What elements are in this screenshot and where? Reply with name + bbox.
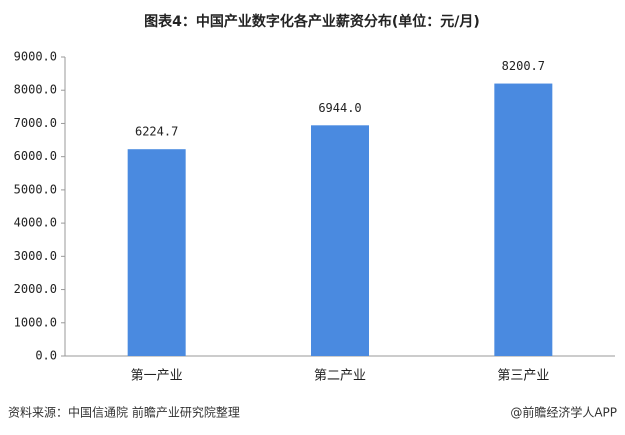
chart-title: 图表4：中国产业数字化各产业薪资分布(单位：元/月)	[144, 13, 480, 30]
y-tick-label: 9000.0	[14, 50, 57, 64]
y-tick-label: 5000.0	[14, 182, 57, 196]
bar	[311, 125, 369, 356]
y-tick-label: 6000.0	[14, 149, 57, 163]
x-tick-label: 第一产业	[131, 369, 183, 384]
y-tick-label: 4000.0	[14, 216, 57, 230]
value-label: 8200.7	[502, 59, 545, 73]
x-tick-label: 第二产业	[314, 369, 366, 384]
value-label: 6944.0	[318, 101, 361, 115]
bar	[494, 83, 553, 357]
bar	[127, 149, 186, 356]
value-label: 6224.7	[135, 125, 178, 139]
y-tick-label: 3000.0	[14, 249, 57, 263]
y-tick-label: 1000.0	[14, 315, 57, 329]
y-tick-label: 2000.0	[14, 282, 57, 296]
y-tick-label: 7000.0	[14, 116, 57, 130]
x-tick-label: 第三产业	[497, 369, 549, 384]
credit: @前瞻经济学人APP	[510, 405, 617, 420]
y-tick-label: 8000.0	[14, 83, 57, 97]
source: 资料来源：中国信通院 前瞻产业研究院整理	[8, 405, 240, 420]
y-tick-label: 0.0	[35, 349, 57, 363]
